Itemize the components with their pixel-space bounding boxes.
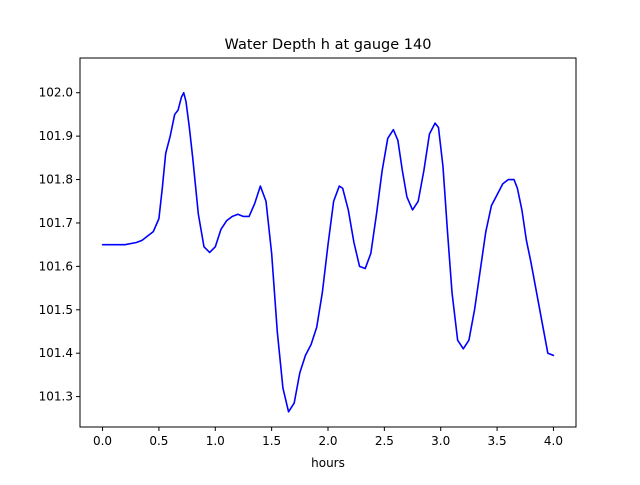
- y-tick-label: 101.9: [39, 129, 73, 143]
- x-tick-label: 0.5: [149, 434, 168, 448]
- chart-title: Water Depth h at gauge 140: [225, 37, 432, 53]
- series-line-0: [101, 91, 555, 413]
- x-tick-label: 0.0: [93, 434, 112, 448]
- y-tick-label: 101.8: [39, 173, 73, 187]
- y-tick-label: 101.5: [39, 303, 73, 317]
- y-tick-label: 102.0: [39, 86, 73, 100]
- x-tick-label: 1.0: [206, 434, 225, 448]
- x-tick-label: 2.0: [318, 434, 337, 448]
- x-tick-label: 1.5: [262, 434, 281, 448]
- x-tick-label: 2.5: [375, 434, 394, 448]
- x-tick-label: 3.5: [488, 434, 507, 448]
- y-tick-label: 101.7: [39, 216, 73, 230]
- y-tick-label: 101.4: [39, 346, 73, 360]
- y-tick-label: 101.6: [39, 259, 73, 273]
- x-tick-label: 4.0: [544, 434, 563, 448]
- x-axis-title: hours: [311, 456, 345, 470]
- y-tick-label: 101.3: [39, 390, 73, 404]
- plot-area: 0.0 0.5 1.0 1.5 2.0 2.5 3.0 3.5 4.0 101.3 101.4 101…: [39, 57, 577, 448]
- x-tick-label: 3.0: [431, 434, 450, 448]
